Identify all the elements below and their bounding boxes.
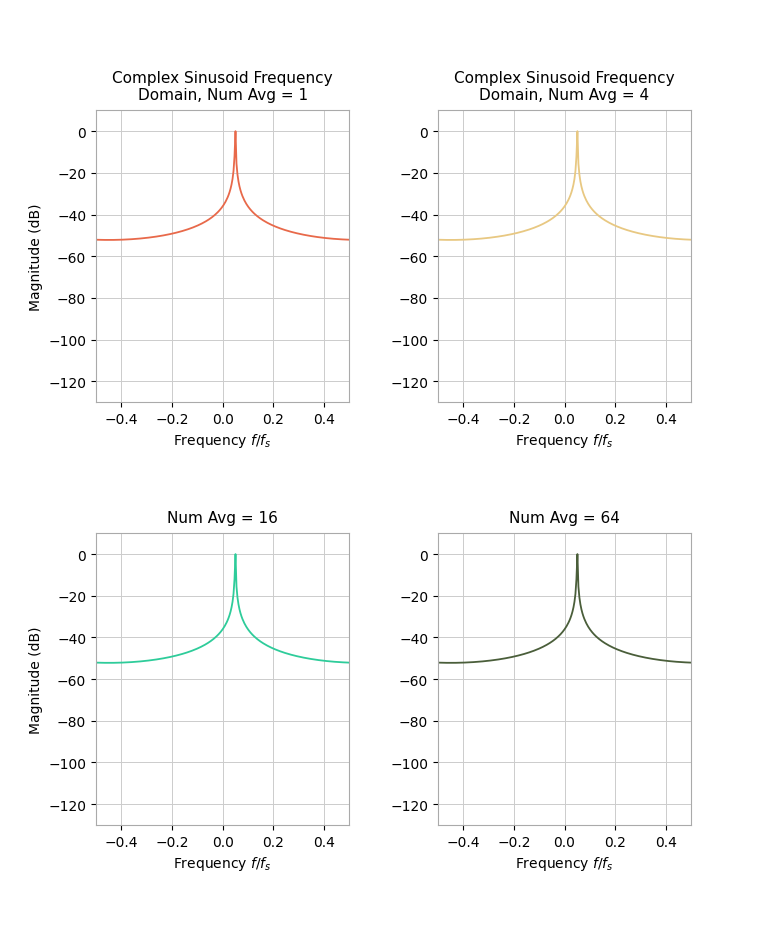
Y-axis label: Magnitude (dB): Magnitude (dB) [28, 203, 43, 311]
X-axis label: Frequency $f/f_s$: Frequency $f/f_s$ [515, 432, 614, 450]
Title: Num Avg = 16: Num Avg = 16 [167, 511, 278, 526]
Title: Num Avg = 64: Num Avg = 64 [509, 511, 620, 526]
X-axis label: Frequency $f/f_s$: Frequency $f/f_s$ [174, 855, 272, 872]
X-axis label: Frequency $f/f_s$: Frequency $f/f_s$ [515, 855, 614, 872]
Title: Complex Sinusoid Frequency
Domain, Num Avg = 4: Complex Sinusoid Frequency Domain, Num A… [454, 70, 675, 103]
Title: Complex Sinusoid Frequency
Domain, Num Avg = 1: Complex Sinusoid Frequency Domain, Num A… [112, 70, 333, 103]
X-axis label: Frequency $f/f_s$: Frequency $f/f_s$ [174, 432, 272, 450]
Y-axis label: Magnitude (dB): Magnitude (dB) [28, 626, 43, 733]
